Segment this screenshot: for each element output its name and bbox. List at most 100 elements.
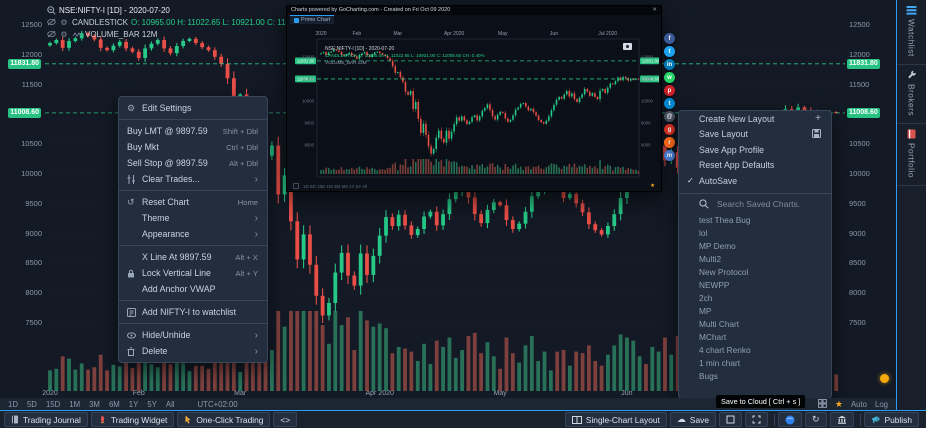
sidebar-tab-brokers[interactable]: Brokers xyxy=(897,65,926,124)
plus-icon: + xyxy=(815,113,821,125)
saved-chart-bugs[interactable]: Bugs xyxy=(699,371,718,381)
share-twitter-icon[interactable]: t xyxy=(664,46,675,57)
fullscreen-button[interactable] xyxy=(744,412,768,427)
saved-chart-test-thea-bug[interactable]: test Thea Bug xyxy=(699,215,751,225)
saved-chart-new-protocol[interactable]: New Protocol xyxy=(699,267,749,277)
zoom-out-icon[interactable] xyxy=(46,5,56,15)
share-facebook-icon[interactable]: f xyxy=(664,33,675,44)
saved-chart-mp[interactable]: MP xyxy=(699,306,712,316)
mini-chart-canvas[interactable]: 2020 Feb Mar Apr 2020 May Jun Jul 2020 11831.80… xyxy=(287,24,665,179)
svg-text:Jun: Jun xyxy=(550,31,558,37)
timeframe-5y[interactable]: 5Y xyxy=(147,399,157,409)
single-chart-layout-button[interactable]: Single-Chart Layout xyxy=(564,412,667,427)
layout-menu-item-reset-app-defaults[interactable]: Reset App Defaults xyxy=(699,160,775,171)
timeframe-15d[interactable]: 15D xyxy=(45,399,61,409)
layout-menu-item-save-app-profile[interactable]: Save App Profile xyxy=(699,144,765,155)
context-menu-item-delete[interactable]: Delete › xyxy=(119,343,267,359)
context-menu-item-appearance[interactable]: Appearance › xyxy=(119,226,267,242)
timeframe-1d[interactable]: 1D xyxy=(8,399,18,409)
layout-menu-item-autosave[interactable]: ✓ AutoSave xyxy=(687,175,738,186)
sidebar-tab-watchlist[interactable]: Watchlist xyxy=(897,0,926,65)
context-menu-item-hide-unhide[interactable]: Hide/Unhide › xyxy=(119,327,267,343)
hide-volume-icon[interactable] xyxy=(46,30,56,38)
saved-chart-mchart[interactable]: MChart xyxy=(699,332,727,342)
menu-item-label: Delete xyxy=(142,346,168,356)
saved-chart-1-min-chart[interactable]: 1 min chart xyxy=(699,358,741,368)
frame-button[interactable] xyxy=(718,412,742,427)
publish-button[interactable]: Publish xyxy=(863,412,919,427)
timeframe-6m[interactable]: 6M xyxy=(108,399,120,409)
saved-chart-lol[interactable]: lol xyxy=(699,228,708,238)
popup-close-icon[interactable]: ✕ xyxy=(652,7,657,13)
saved-chart-2ch[interactable]: 2ch xyxy=(699,293,713,303)
timeframe-1m[interactable]: 1M xyxy=(69,399,81,409)
context-menu-item-add-nifty-i-to-watchlist[interactable]: Add NIFTY-I to watchlist xyxy=(119,304,267,320)
popup-timeframes: 1D 5D 15D 1M 3M 6M 1Y 5Y All xyxy=(303,183,368,189)
context-menu-item-edit-settings[interactable]: ⚙ Edit Settings xyxy=(119,100,267,116)
star-button[interactable]: ★ xyxy=(835,399,843,410)
share-pinterest-icon[interactable]: p xyxy=(664,85,675,96)
menu-item-label: X Line At 9897.59 xyxy=(142,252,212,262)
share-linkedin-icon[interactable]: in xyxy=(664,59,675,70)
share-email-icon[interactable]: @ xyxy=(664,111,675,122)
globe-button[interactable] xyxy=(777,412,802,427)
popup-tab-prime-chart[interactable]: Prime Chart xyxy=(290,15,335,24)
popup-title-bar: Charts powered by GoCharting.com - Creat… xyxy=(287,6,661,15)
timeframe-5d[interactable]: 5D xyxy=(26,399,37,409)
saved-chart-multi2[interactable]: Multi2 xyxy=(699,254,722,264)
menu-item-shortcut: Ctrl + Dbl xyxy=(226,142,258,152)
exchange-button[interactable] xyxy=(829,412,854,427)
saved-chart-4-chart-renko[interactable]: 4 chart Renko xyxy=(699,345,751,355)
code-button[interactable]: <> xyxy=(273,412,298,427)
saved-chart-newpp[interactable]: NEWPP xyxy=(699,280,730,290)
hide-series-icon[interactable] xyxy=(46,18,56,26)
timeframe-3m[interactable]: 3M xyxy=(89,399,100,409)
series-settings-icon[interactable]: ⚙ xyxy=(60,17,68,27)
timezone-label[interactable]: UTC+02:00 xyxy=(197,399,238,409)
context-menu-item-reset-chart[interactable]: ↺ Reset Chart Home xyxy=(119,194,267,210)
context-menu-item-x-line-at-9897-59[interactable]: X Line At 9897.59 Alt + X xyxy=(119,249,267,265)
sidebar-tab-label: Brokers xyxy=(906,83,917,116)
layout-menu-item-save-layout[interactable]: Save Layout xyxy=(679,127,831,143)
layout-menu: Create New Layout + Save Layout Save App Pr… xyxy=(678,110,832,399)
one-click-trading-button[interactable]: One-Click Trading xyxy=(177,412,271,427)
notification-dot[interactable] xyxy=(880,374,889,383)
trading-widget-button[interactable]: Trading Widget xyxy=(90,412,175,427)
share-gmail-icon[interactable]: g xyxy=(664,124,675,135)
context-menu-section: ↺ Reset Chart Home Theme › Appearance › xyxy=(119,191,267,246)
layout-icon xyxy=(571,415,582,424)
context-menu-item-add-anchor-vwap[interactable]: Add Anchor VWAP xyxy=(119,281,267,297)
social-share-column: f t in w p t @ g r m xyxy=(664,33,675,161)
context-menu-item-clear-trades[interactable]: Clear Trades... › xyxy=(119,171,267,187)
log-toggle[interactable]: Log xyxy=(874,399,888,409)
svg-text:Jul 2020: Jul 2020 xyxy=(598,31,617,37)
timeframe-1y[interactable]: 1Y xyxy=(128,399,139,409)
saved-chart-multi-chart[interactable]: Multi Chart xyxy=(699,319,740,329)
chart-preview-popup[interactable]: Charts powered by GoCharting.com - Creat… xyxy=(286,5,665,192)
ohlc-values: O: 10965.00 H: 11022.65 L: 10921.00 C: 1… xyxy=(131,17,310,27)
share-whatsapp-icon[interactable]: w xyxy=(664,72,675,83)
popup-title-text: Charts powered by GoCharting.com - Creat… xyxy=(291,7,451,13)
context-menu-item-theme[interactable]: Theme › xyxy=(119,210,267,226)
sidebar-tab-portfolio[interactable]: Portfolio xyxy=(897,124,926,186)
refresh-button[interactable]: ↻ xyxy=(804,412,827,427)
share-messenger-icon[interactable]: m xyxy=(664,150,675,161)
share-telegram-icon[interactable]: t xyxy=(664,98,675,109)
context-menu-item-buy-mkt[interactable]: Buy Mkt Ctrl + Dbl xyxy=(119,139,267,155)
grid-button[interactable] xyxy=(817,398,827,410)
chart-legend: NSE:NIFTY-I [1D] - 2020-07-20 ⚙ CANDLEST… xyxy=(46,4,310,40)
search-input[interactable] xyxy=(715,197,829,210)
share-reddit-icon[interactable]: r xyxy=(664,137,675,148)
right-sidebar: Watchlist Brokers Portfolio xyxy=(896,0,926,410)
timeframe-all[interactable]: All xyxy=(165,399,175,409)
save-button[interactable]: ☁ Save xyxy=(669,412,716,427)
context-menu-item-sell-stop-9897-59[interactable]: Sell Stop @ 9897.59 Alt + Dbl xyxy=(119,155,267,171)
saved-chart-mp-demo[interactable]: MP Demo xyxy=(699,241,736,251)
volume-settings-icon[interactable]: ⚙ xyxy=(60,29,68,39)
layout-menu-item-create-new-layout[interactable]: Create New Layout + xyxy=(699,113,821,125)
auto-toggle[interactable]: Auto xyxy=(850,399,867,409)
trading-journal-button[interactable]: Trading Journal xyxy=(4,412,88,427)
svg-text:NSE:NIFTY-I [1D] - 2020-07-20: NSE:NIFTY-I [1D] - 2020-07-20 xyxy=(325,46,395,52)
context-menu-item-buy-lmt-9897-59[interactable]: Buy LMT @ 9897.59 Shift + Dbl xyxy=(119,123,267,139)
context-menu-item-lock-vertical-line[interactable]: Lock Vertical Line Alt + Y xyxy=(119,265,267,281)
